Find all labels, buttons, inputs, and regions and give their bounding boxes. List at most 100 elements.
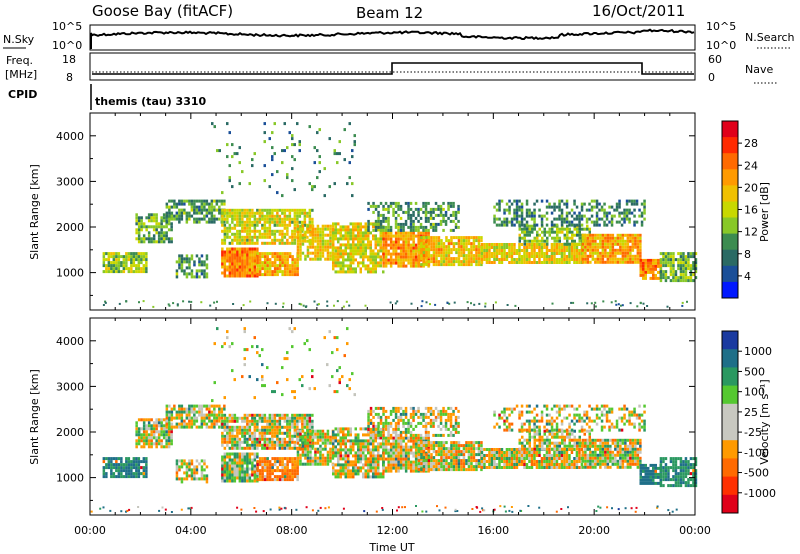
power-cell <box>198 211 201 215</box>
velocity-cell <box>205 407 209 411</box>
power-cell <box>633 214 636 218</box>
power-cell <box>407 213 410 217</box>
power-cell <box>291 155 294 159</box>
power-cell <box>246 226 249 230</box>
power-cell <box>342 228 345 232</box>
power-cell <box>570 246 574 249</box>
power-cell <box>329 254 332 258</box>
power-cell <box>281 220 284 224</box>
power-cell <box>243 274 247 278</box>
velocity-cell <box>185 474 189 478</box>
power-cell <box>253 256 257 260</box>
power-cell <box>609 233 612 237</box>
velocity-cell <box>210 422 214 426</box>
power-cell <box>117 255 121 259</box>
velocity-cell <box>347 460 350 464</box>
velocity-cell <box>183 419 186 423</box>
power-cell <box>369 258 372 262</box>
power-cell <box>118 302 121 305</box>
power-cell <box>243 259 247 263</box>
power-cell <box>328 137 331 141</box>
velocity-cell <box>238 455 242 459</box>
power-cell <box>231 262 234 266</box>
velocity-cell <box>342 466 345 470</box>
power-cell <box>178 266 181 270</box>
velocity-cell <box>326 438 330 442</box>
power-cell <box>175 260 179 264</box>
velocity-cell <box>228 479 232 483</box>
velocity-cell <box>296 447 300 451</box>
power-cell <box>455 257 458 261</box>
power-cell <box>548 202 551 206</box>
power-cell <box>548 233 551 237</box>
power-cell <box>332 222 335 226</box>
velocity-cell <box>137 427 141 431</box>
velocity-cell <box>241 476 244 480</box>
velocity-cell <box>200 422 204 426</box>
velocity-cell <box>321 435 325 439</box>
velocity-cell <box>228 452 232 456</box>
power-cell <box>520 211 524 215</box>
power-cell <box>429 207 433 211</box>
velocity-cell <box>286 460 289 464</box>
power-cell <box>188 257 191 261</box>
power-cell <box>490 246 494 249</box>
power-cell <box>238 232 242 236</box>
power-cell <box>243 265 247 269</box>
velocity-cell <box>122 475 126 479</box>
power-cell <box>347 228 350 232</box>
velocity-cell <box>221 467 224 471</box>
power-cell <box>226 211 229 215</box>
power-cell <box>614 239 617 243</box>
power-cell <box>241 229 244 233</box>
power-cell <box>152 225 156 229</box>
power-cell <box>465 248 468 252</box>
power-cell <box>397 246 400 250</box>
power-cell <box>362 255 365 259</box>
power-cell <box>185 266 189 270</box>
velocity-cell <box>339 451 342 455</box>
power-cell <box>595 214 599 218</box>
power-cell <box>301 220 304 224</box>
velocity-cell <box>347 463 350 467</box>
velocity-cell <box>256 472 259 476</box>
velocity-cell <box>379 457 382 461</box>
power-cell <box>205 257 209 261</box>
power-cell <box>223 226 227 230</box>
velocity-cell <box>142 433 146 437</box>
velocity-cell <box>288 419 292 423</box>
velocity-cell <box>223 422 227 426</box>
velocity-cell <box>223 470 227 474</box>
velocity-cell <box>236 431 239 435</box>
power-cell <box>404 246 408 250</box>
velocity-cell <box>248 434 252 438</box>
power-cell <box>394 261 398 265</box>
power-cell <box>301 242 305 246</box>
power-cell <box>528 243 531 246</box>
power-cell <box>316 303 319 306</box>
power-cell <box>560 258 564 261</box>
velocity-cell <box>311 431 314 435</box>
power-cell <box>243 250 247 254</box>
velocity-cell <box>117 466 121 470</box>
power-cell <box>445 245 448 249</box>
power-cell <box>580 214 584 218</box>
velocity-cell <box>251 434 254 438</box>
power-cell <box>130 264 133 268</box>
power-cell <box>233 274 237 278</box>
velocity-cell <box>236 461 239 465</box>
velocity-cell <box>228 470 232 474</box>
power-cell <box>404 201 408 205</box>
velocity-cell <box>304 450 307 454</box>
power-cell <box>629 236 632 240</box>
power-cell <box>470 257 473 261</box>
power-cell <box>687 258 690 262</box>
velocity-cell <box>137 442 141 446</box>
power-cell <box>296 217 299 221</box>
velocity-cell <box>231 446 234 450</box>
power-cell <box>276 270 279 274</box>
velocity-cell <box>233 413 237 417</box>
velocity-cell <box>283 425 287 429</box>
power-cell <box>414 258 418 262</box>
velocity-cell <box>188 465 191 469</box>
